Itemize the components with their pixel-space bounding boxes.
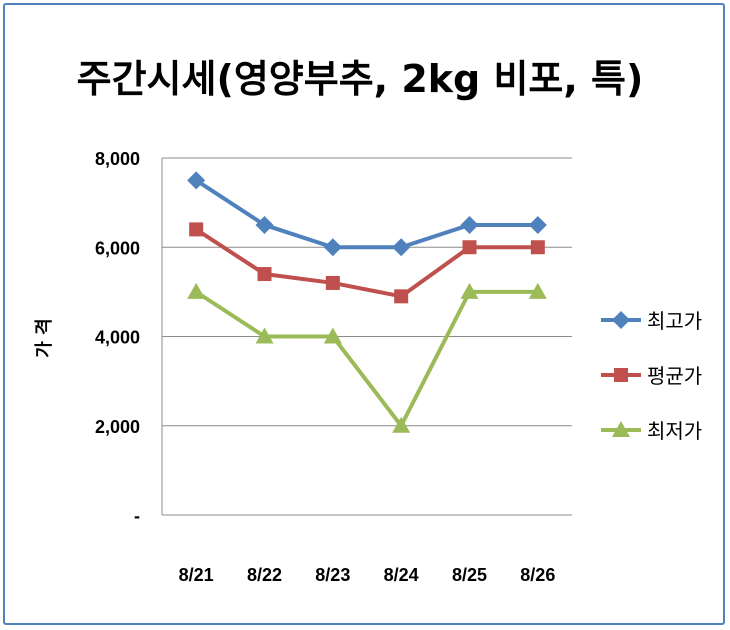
legend-item: 최저가	[601, 419, 702, 443]
data-point	[257, 267, 272, 282]
y-tick-label: 2,000	[95, 417, 140, 437]
series-line	[195, 178, 538, 250]
data-point	[394, 289, 409, 304]
legend-marker	[612, 311, 630, 329]
legend-item: 최고가	[601, 309, 702, 333]
x-tick-label: 8/26	[520, 565, 555, 585]
data-point	[325, 275, 340, 290]
series-line	[195, 289, 538, 428]
y-axis-label: 가 격	[34, 318, 55, 357]
x-tick-label: 8/23	[315, 565, 350, 585]
data-point	[462, 240, 477, 255]
data-point	[460, 215, 479, 234]
x-tick-label: 8/25	[452, 565, 487, 585]
data-point	[323, 238, 342, 257]
legend-marker	[612, 421, 630, 437]
series-line	[195, 227, 538, 299]
data-point	[255, 215, 274, 234]
x-tick-label: 8/22	[247, 565, 282, 585]
data-point	[189, 222, 204, 237]
x-tick-label: 8/24	[384, 565, 419, 585]
x-tick-labels: 8/21 8/22 8/23 8/24 8/25 8/26	[179, 565, 556, 585]
legend-label: 평균가	[647, 364, 702, 388]
y-tick-label: -	[134, 506, 140, 526]
legend-item: 평균가	[601, 364, 702, 388]
data-point	[187, 171, 206, 190]
chart-title: 주간시세(영양부추, 2kg 비포, 특)	[77, 57, 644, 101]
x-tick-label: 8/21	[179, 565, 214, 585]
series-2	[189, 222, 545, 304]
data-point	[255, 327, 274, 344]
series-3	[187, 282, 547, 433]
legend-label: 최고가	[647, 309, 702, 333]
series-1	[187, 171, 547, 257]
chart-frame	[3, 3, 725, 625]
y-tick-label: 8,000	[95, 149, 140, 169]
data-point	[392, 416, 411, 433]
data-point	[392, 238, 411, 257]
y-tick-label: 4,000	[95, 328, 140, 348]
data-point	[187, 282, 206, 299]
y-tick-labels: - 2,000 4,000 6,000 8,000	[95, 149, 140, 526]
y-tick-label: 6,000	[95, 238, 140, 258]
series-group	[187, 171, 547, 433]
data-point	[528, 215, 547, 234]
legend-marker	[614, 368, 628, 382]
data-point	[528, 282, 547, 299]
data-point	[460, 282, 479, 299]
legend-label: 최저가	[647, 419, 702, 443]
data-point	[323, 327, 342, 344]
gridlines	[161, 157, 572, 516]
data-point	[530, 240, 545, 255]
